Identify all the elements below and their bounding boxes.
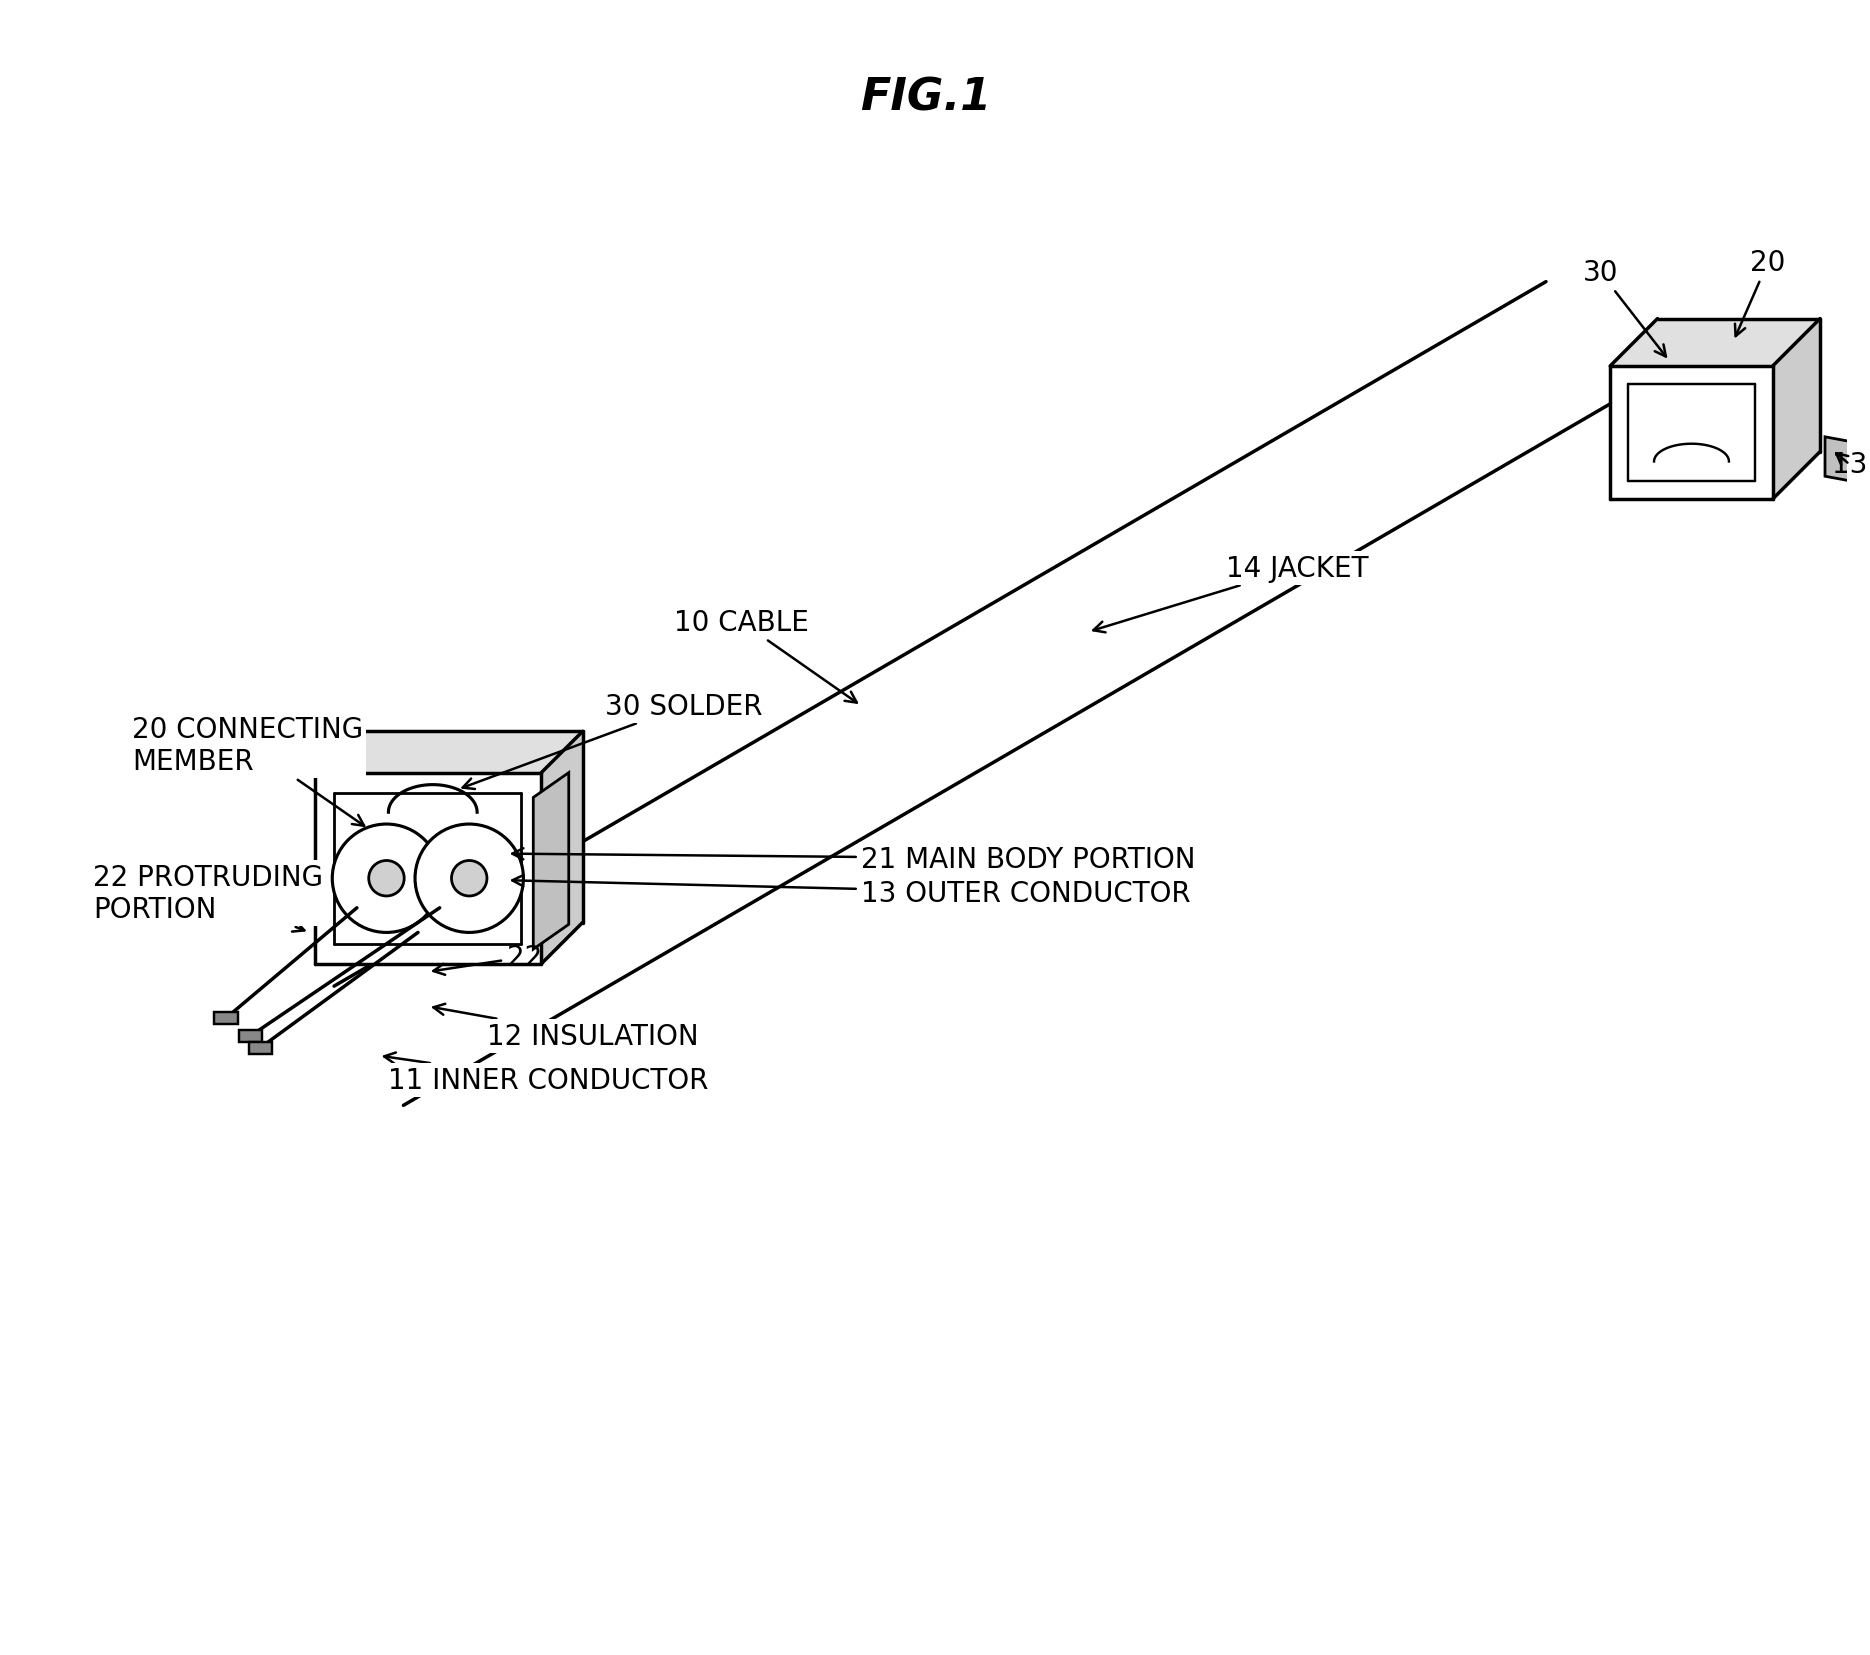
Text: 13 OUTER CONDUCTOR: 13 OUTER CONDUCTOR — [512, 875, 1191, 907]
Polygon shape — [249, 1043, 273, 1054]
Polygon shape — [213, 1013, 237, 1024]
Polygon shape — [1825, 437, 1870, 488]
Text: 22: 22 — [434, 943, 542, 975]
Text: 14 JACKET: 14 JACKET — [1094, 554, 1369, 632]
Circle shape — [451, 861, 486, 897]
Text: 22 PROTRUDING
PORTION: 22 PROTRUDING PORTION — [94, 864, 324, 932]
Text: FIG.1: FIG.1 — [860, 76, 991, 119]
Polygon shape — [1610, 319, 1820, 367]
Text: 20 CONNECTING
MEMBER: 20 CONNECTING MEMBER — [133, 715, 365, 826]
Polygon shape — [335, 283, 1616, 1106]
Polygon shape — [314, 732, 583, 773]
Circle shape — [368, 861, 404, 897]
Text: 11 INNER CONDUCTOR: 11 INNER CONDUCTOR — [383, 1053, 709, 1094]
Polygon shape — [314, 773, 540, 965]
Circle shape — [333, 824, 441, 933]
Text: 13: 13 — [1833, 452, 1868, 478]
Text: 12 INSULATION: 12 INSULATION — [434, 1005, 699, 1051]
Polygon shape — [540, 732, 583, 965]
Text: 30 SOLDER: 30 SOLDER — [462, 692, 763, 789]
Text: 10 CABLE: 10 CABLE — [675, 609, 856, 703]
Text: 21 MAIN BODY PORTION: 21 MAIN BODY PORTION — [512, 846, 1197, 872]
Polygon shape — [1610, 367, 1773, 500]
Polygon shape — [1773, 319, 1820, 500]
Polygon shape — [533, 773, 568, 950]
Polygon shape — [239, 1031, 262, 1043]
Text: 30: 30 — [1582, 260, 1666, 357]
Text: 20: 20 — [1735, 250, 1786, 338]
Circle shape — [415, 824, 524, 933]
